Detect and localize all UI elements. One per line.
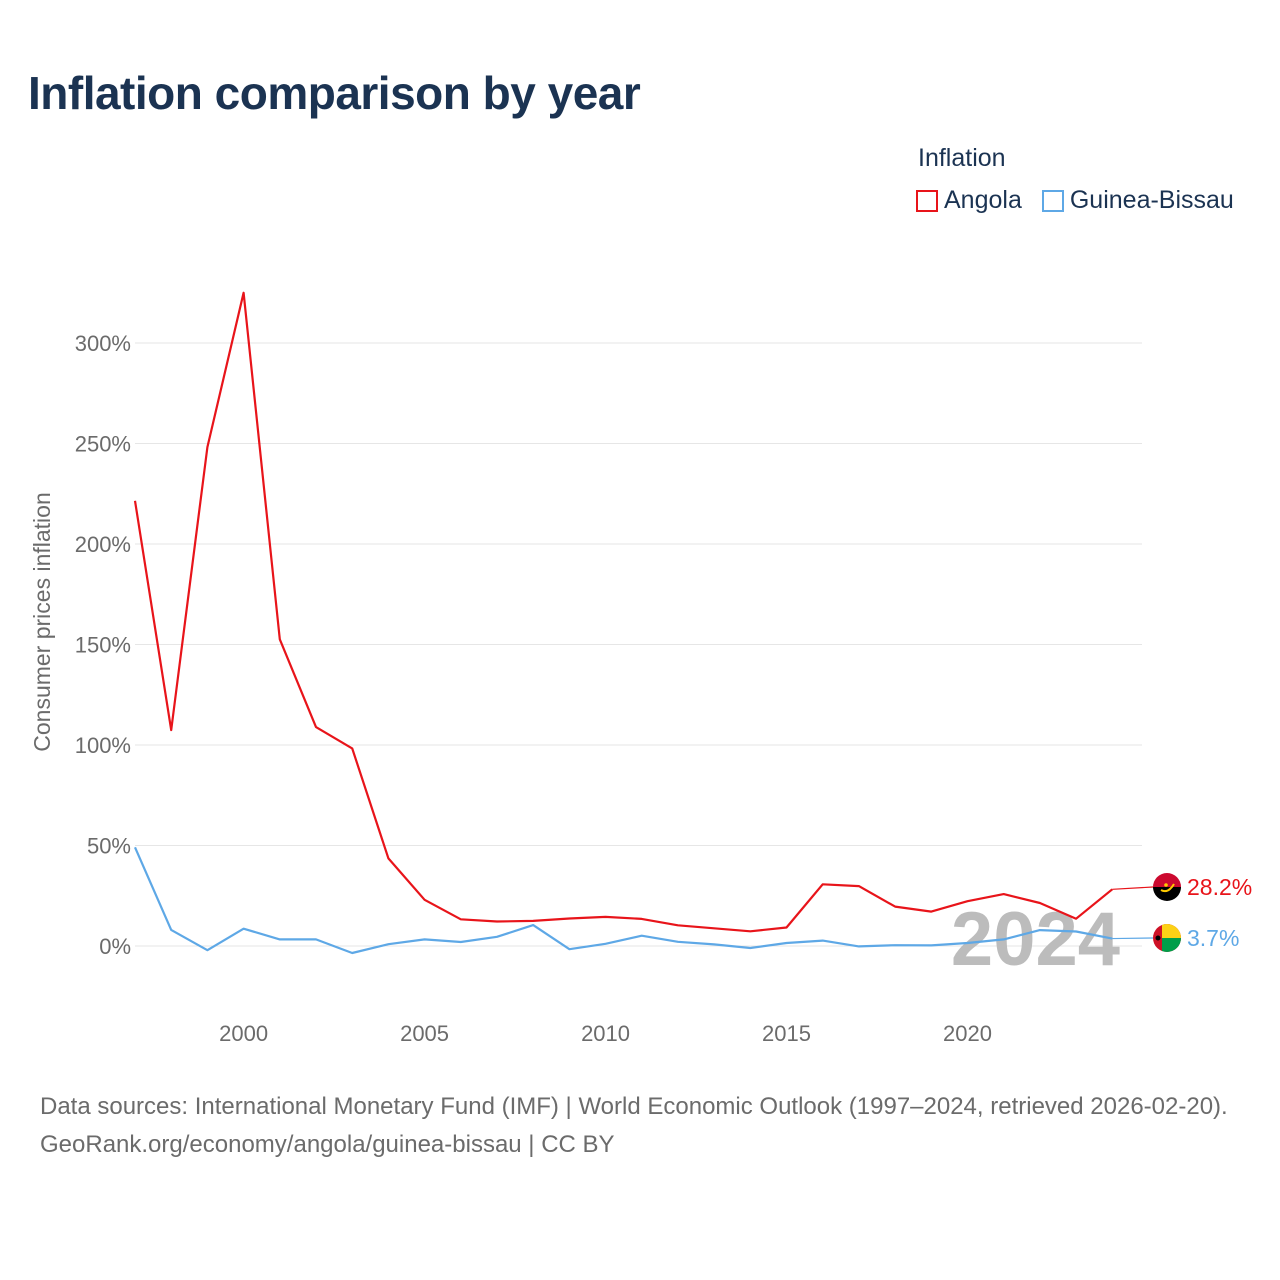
gridlines: [135, 342, 1142, 947]
x-tick-label: 2015: [762, 1021, 811, 1046]
x-tick-label: 2005: [400, 1021, 449, 1046]
end-connector-angola: [1112, 886, 1154, 890]
x-tick-label: 2000: [219, 1021, 268, 1046]
legend-title: Inflation: [918, 144, 1006, 172]
legend-item-angola[interactable]: Angola: [916, 186, 1022, 215]
year-watermark: 2024: [951, 897, 1120, 982]
angola-flag-icon: [1153, 873, 1181, 901]
page-title: Inflation comparison by year: [28, 67, 641, 119]
end-label-guinea-bissau: 3.7%: [1187, 925, 1239, 951]
legend: Angola Guinea-Bissau: [916, 186, 1234, 215]
x-axis-ticks: 2000 2005 2010 2015 2020: [219, 1021, 992, 1046]
y-axis-label: Consumer prices inflation: [29, 492, 55, 752]
y-tick-label: 200%: [75, 532, 131, 557]
y-tick-label: 300%: [75, 331, 131, 356]
end-markers: [1153, 873, 1181, 952]
legend-swatch-guinea-bissau: [1041, 189, 1064, 212]
end-connector-guinea-bissau: [1112, 937, 1154, 940]
footer-link[interactable]: GeoRank.org/economy/angola/guinea-bissau…: [40, 1131, 615, 1158]
y-axis-ticks: 0% 50% 100% 150% 200% 250% 300%: [75, 331, 131, 959]
legend-label-guinea-bissau: Guinea-Bissau: [1069, 186, 1234, 214]
footer: Data sources: International Monetary Fun…: [40, 1088, 1250, 1164]
x-tick-label: 2010: [581, 1021, 630, 1046]
series-line-angola[interactable]: [133, 291, 1113, 933]
x-tick-label: 2020: [943, 1021, 992, 1046]
y-tick-label: 150%: [75, 633, 131, 658]
y-tick-label: 0%: [99, 934, 131, 959]
footer-sources: Data sources: International Monetary Fun…: [40, 1093, 1228, 1120]
guinea-bissau-flag-icon: [1153, 924, 1181, 952]
legend-swatch-angola: [916, 189, 938, 212]
legend-label-angola: Angola: [944, 186, 1022, 214]
y-tick-label: 100%: [75, 733, 131, 758]
legend-item-guinea-bissau[interactable]: Guinea-Bissau: [1041, 186, 1234, 215]
series-lines: 28.2% 3.7%: [133, 291, 1252, 955]
end-label-angola: 28.2%: [1187, 874, 1252, 900]
series-line-guinea-bissau[interactable]: [133, 846, 1113, 955]
y-tick-label: 250%: [75, 432, 131, 457]
y-tick-label: 50%: [87, 834, 131, 859]
